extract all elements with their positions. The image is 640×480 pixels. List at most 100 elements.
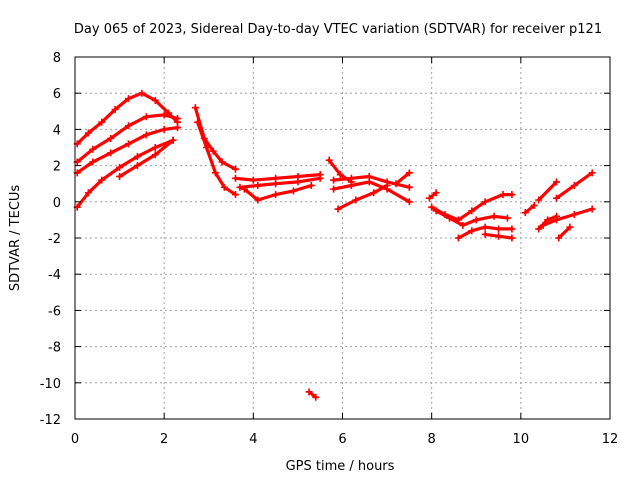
data-point-marker xyxy=(472,216,480,224)
data-point-marker xyxy=(220,183,228,191)
series-line xyxy=(541,207,594,227)
data-point-marker xyxy=(553,178,560,186)
data-point-marker xyxy=(307,182,315,190)
series-track-17 xyxy=(425,189,440,202)
data-point-marker xyxy=(133,153,141,161)
data-point-marker xyxy=(530,201,538,209)
data-series-group xyxy=(73,89,596,401)
x-tick-label: 0 xyxy=(71,432,79,447)
data-point-marker xyxy=(555,234,563,242)
data-point-marker xyxy=(84,129,92,137)
y-tick-label: 4 xyxy=(53,123,61,138)
data-point-marker xyxy=(330,185,338,193)
series-line xyxy=(523,203,536,215)
data-point-marker xyxy=(133,162,141,170)
data-point-marker xyxy=(405,169,413,177)
data-point-marker xyxy=(232,165,239,173)
data-point-marker xyxy=(539,221,547,229)
data-point-marker xyxy=(289,187,297,195)
y-tick-label: -8 xyxy=(48,341,61,356)
data-point-marker xyxy=(240,185,248,193)
series-line xyxy=(427,191,438,200)
data-point-marker xyxy=(521,209,529,217)
data-point-marker xyxy=(218,158,226,166)
x-tick-label: 4 xyxy=(249,432,257,447)
x-tick-labels: 0 2 4 6 8 10 12 xyxy=(71,432,618,447)
data-point-marker xyxy=(174,115,182,123)
data-point-marker xyxy=(336,171,344,179)
data-point-marker xyxy=(125,140,132,148)
data-point-marker xyxy=(116,163,124,171)
y-tick-labels: -12 -10 -8 -6 -4 -2 0 2 4 6 8 xyxy=(40,51,61,428)
series-line xyxy=(557,225,572,240)
data-point-marker xyxy=(503,214,511,222)
series-track-25 xyxy=(539,205,596,229)
data-point-marker xyxy=(305,388,313,396)
data-point-marker xyxy=(111,105,119,113)
data-point-marker xyxy=(432,207,440,215)
data-point-marker xyxy=(194,118,202,126)
data-point-marker xyxy=(352,196,360,204)
data-point-marker xyxy=(209,147,217,155)
data-point-marker xyxy=(490,212,498,220)
series-line xyxy=(117,138,175,179)
data-point-marker xyxy=(405,183,413,191)
series-track-27 xyxy=(555,223,574,242)
y-tick-label: -2 xyxy=(48,232,61,247)
data-point-marker xyxy=(495,225,503,233)
data-point-marker xyxy=(98,176,106,184)
data-point-marker xyxy=(347,174,355,182)
data-point-marker xyxy=(98,118,106,126)
series-track-7 xyxy=(194,118,239,199)
data-point-marker xyxy=(151,151,159,159)
data-point-marker xyxy=(138,89,146,97)
data-point-marker xyxy=(89,158,97,166)
series-track-1 xyxy=(73,89,182,148)
data-point-marker xyxy=(160,125,168,133)
data-point-marker xyxy=(249,176,257,184)
data-point-marker xyxy=(272,191,280,199)
y-tick-label: 6 xyxy=(53,87,61,102)
data-point-marker xyxy=(454,234,462,242)
series-track-21 xyxy=(481,230,516,242)
data-point-marker xyxy=(160,111,168,119)
data-point-marker xyxy=(203,144,211,151)
data-point-marker xyxy=(125,95,132,103)
series-track-5 xyxy=(116,136,177,180)
data-point-marker xyxy=(347,182,355,190)
data-point-marker xyxy=(392,180,400,188)
data-point-marker xyxy=(570,210,578,218)
data-point-marker xyxy=(535,225,543,233)
data-point-marker xyxy=(169,136,177,144)
data-point-marker xyxy=(316,174,324,182)
y-axis-label: SDTVAR / TECUs xyxy=(8,185,23,292)
series-line xyxy=(394,171,411,186)
grid xyxy=(75,57,610,419)
y-tick-label: -6 xyxy=(48,304,61,319)
data-point-marker xyxy=(481,223,489,231)
tick-marks xyxy=(74,56,611,420)
data-point-marker xyxy=(425,194,433,202)
series-track-3 xyxy=(73,124,182,177)
y-tick-label: -4 xyxy=(48,268,61,283)
data-point-marker xyxy=(405,198,413,206)
data-point-marker xyxy=(570,182,578,190)
data-point-marker xyxy=(151,96,159,104)
data-point-marker xyxy=(553,194,560,202)
data-point-marker xyxy=(383,182,391,190)
data-point-marker xyxy=(446,214,453,222)
data-point-marker xyxy=(535,196,543,204)
data-point-marker xyxy=(151,144,159,151)
data-point-marker xyxy=(232,174,239,182)
series-track-26 xyxy=(553,169,596,202)
data-point-marker xyxy=(254,182,262,190)
data-point-marker xyxy=(330,176,338,184)
series-track-16 xyxy=(392,169,413,188)
data-point-marker xyxy=(588,169,596,177)
data-point-marker xyxy=(107,134,115,142)
data-point-marker xyxy=(294,178,302,186)
data-point-marker xyxy=(174,124,182,132)
series-track-19 xyxy=(432,207,511,229)
series-track-10 xyxy=(240,182,315,204)
